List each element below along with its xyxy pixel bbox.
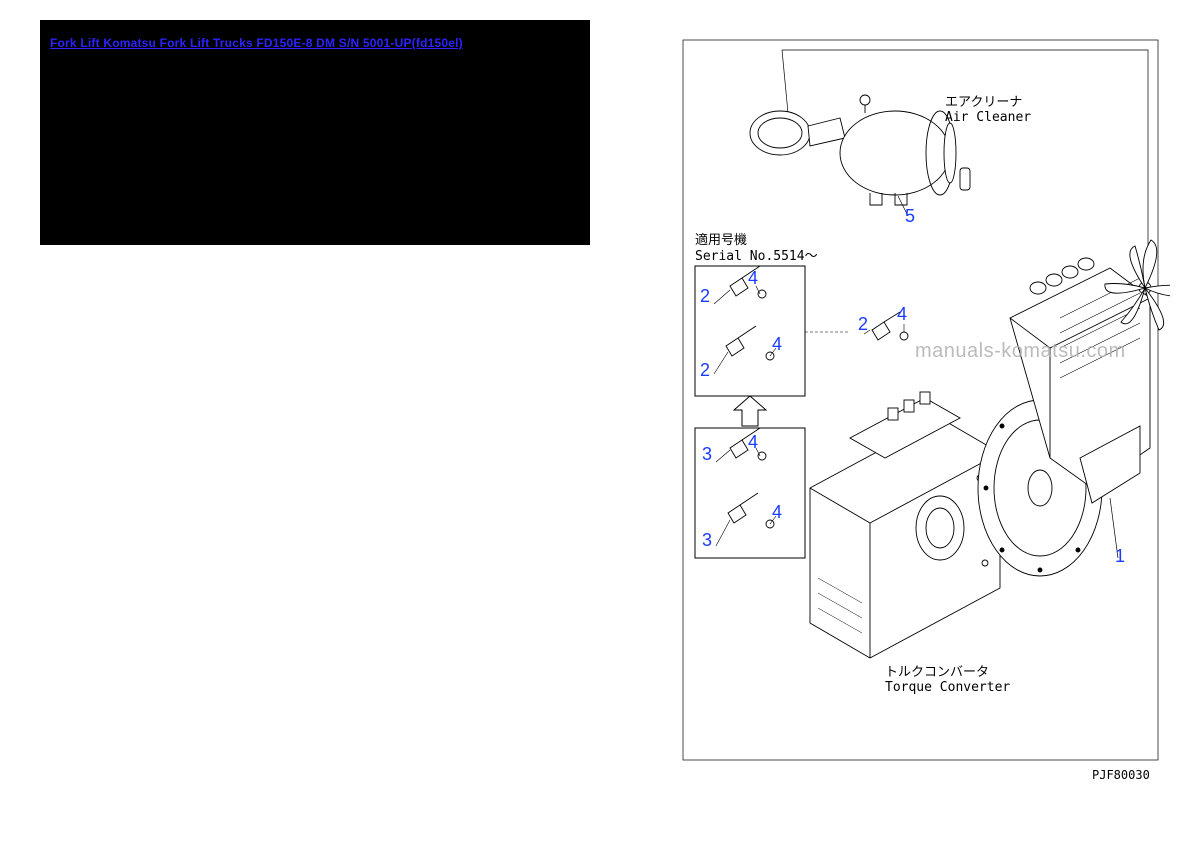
torque-converter-en: Torque Converter [885, 680, 1010, 695]
callout-3b: 3 [702, 530, 712, 551]
parts-diagram: エアクリーナ Air Cleaner 適用号機 Serial No.5514〜 … [640, 18, 1170, 818]
watermark: manuals-komatsu.com [915, 340, 1126, 363]
serial-label: 適用号機 Serial No.5514〜 [695, 233, 818, 264]
diagram-svg [640, 18, 1170, 818]
callout-4b: 4 [772, 334, 782, 355]
callout-2a: 2 [700, 286, 710, 307]
torque-converter [810, 392, 1000, 658]
product-link[interactable]: Fork Lift Komatsu Fork Lift Trucks FD150… [50, 36, 463, 50]
torque-converter-label: トルクコンバータ Torque Converter [885, 666, 1010, 696]
torque-converter-jp: トルクコンバータ [885, 665, 989, 680]
callout-3a: 3 [702, 444, 712, 465]
callout-4a: 4 [748, 268, 758, 289]
callout-2b: 2 [700, 360, 710, 381]
air-cleaner-en: Air Cleaner [945, 110, 1031, 125]
callout-2-ext: 2 [858, 314, 868, 335]
serial-jp: 適用号機 [695, 233, 747, 248]
serial-lower-bolts [716, 428, 776, 546]
air-cleaner-label: エアクリーナ Air Cleaner [945, 96, 1031, 126]
callout-4-ext: 4 [897, 304, 907, 325]
leader-precleaner [782, 50, 788, 113]
serial-en: Serial No.5514〜 [695, 249, 818, 264]
figure-code: PJF80030 [1092, 768, 1150, 782]
serial-arrow-up [734, 396, 766, 426]
callout-1: 1 [1115, 546, 1125, 567]
callout-5: 5 [905, 206, 915, 227]
serial-upper-bolts [714, 266, 776, 374]
callout-4d: 4 [772, 502, 782, 523]
air-cleaner-group [750, 95, 970, 216]
left-info-panel: Fork Lift Komatsu Fork Lift Trucks FD150… [40, 20, 590, 245]
callout-4c: 4 [748, 432, 758, 453]
air-cleaner-jp: エアクリーナ [945, 95, 1022, 110]
